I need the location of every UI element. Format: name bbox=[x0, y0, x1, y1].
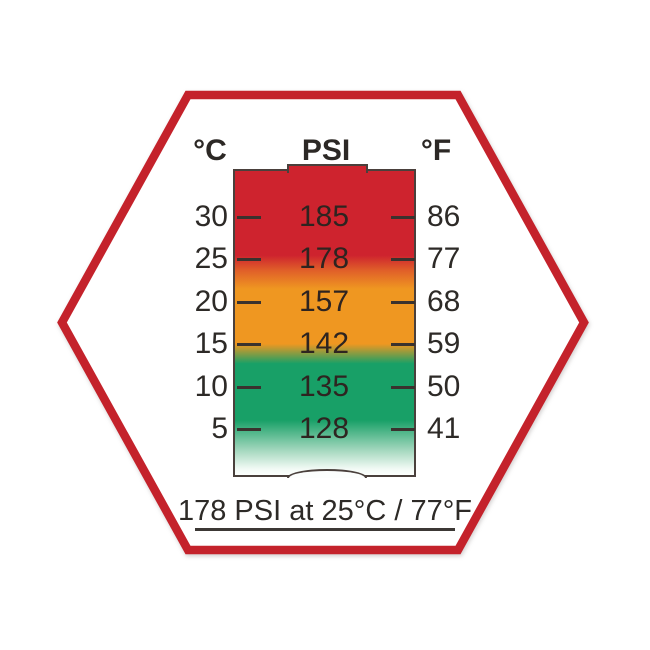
temp-c-label: 5 bbox=[211, 412, 228, 445]
temp-c-label: 25 bbox=[194, 242, 228, 275]
temp-f-label: 50 bbox=[427, 370, 461, 403]
temp-f-label: 59 bbox=[427, 327, 461, 360]
temp-c-label: 30 bbox=[194, 200, 228, 233]
footer-underline bbox=[195, 528, 455, 531]
temp-c-label: 20 bbox=[194, 285, 228, 318]
tick-right-50 bbox=[391, 386, 415, 389]
tick-left-25 bbox=[237, 258, 261, 261]
tick-left-5 bbox=[237, 428, 261, 431]
tick-right-41 bbox=[391, 428, 415, 431]
scale-top-border-left bbox=[233, 169, 289, 171]
temp-f-label: 77 bbox=[427, 242, 461, 275]
tick-right-86 bbox=[391, 216, 415, 219]
header-psi: PSI bbox=[301, 134, 351, 167]
tick-right-77 bbox=[391, 258, 415, 261]
psi-value: 135 bbox=[298, 370, 350, 403]
temp-f-label: 68 bbox=[427, 285, 461, 318]
temp-f-label: 41 bbox=[427, 412, 461, 445]
footer-rating-text: 178 PSI at 25°C / 77°F bbox=[177, 495, 473, 527]
psi-value: 185 bbox=[298, 200, 350, 233]
psi-value: 142 bbox=[298, 327, 350, 360]
tick-left-20 bbox=[237, 301, 261, 304]
header-fahrenheit: °F bbox=[420, 134, 452, 167]
pressure-color-scale bbox=[233, 170, 416, 477]
scale-top-border-right bbox=[366, 169, 416, 171]
tick-left-15 bbox=[237, 343, 261, 346]
tick-left-30 bbox=[237, 216, 261, 219]
psi-value: 157 bbox=[298, 285, 350, 318]
temp-c-label: 15 bbox=[194, 327, 228, 360]
scale-top-tab bbox=[287, 164, 368, 173]
tick-right-59 bbox=[391, 343, 415, 346]
header-celsius: °C bbox=[193, 134, 227, 167]
temp-f-label: 86 bbox=[427, 200, 461, 233]
temp-c-label: 10 bbox=[194, 370, 228, 403]
psi-value: 128 bbox=[298, 412, 350, 445]
tick-right-68 bbox=[391, 301, 415, 304]
psi-value: 178 bbox=[298, 242, 350, 275]
tick-left-10 bbox=[237, 386, 261, 389]
